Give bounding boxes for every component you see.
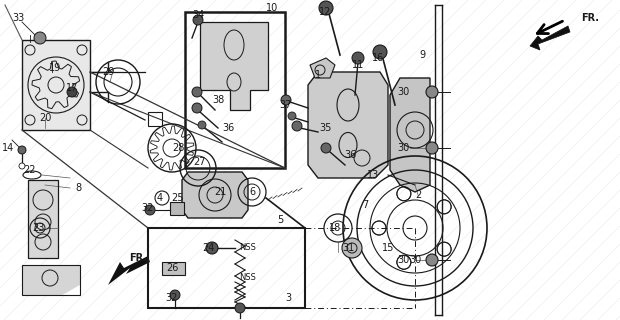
- Bar: [28, 180, 58, 258]
- Text: 1: 1: [315, 70, 321, 80]
- Circle shape: [235, 303, 245, 313]
- Text: 37: 37: [279, 100, 291, 110]
- Text: 24: 24: [202, 243, 214, 253]
- Text: 17: 17: [66, 83, 78, 93]
- Circle shape: [192, 87, 202, 97]
- Polygon shape: [182, 172, 248, 218]
- Polygon shape: [108, 256, 150, 285]
- Text: 38: 38: [212, 95, 224, 105]
- Bar: [148, 228, 305, 308]
- Text: 28: 28: [172, 143, 184, 153]
- Text: 19: 19: [49, 63, 61, 73]
- Polygon shape: [162, 262, 185, 275]
- Text: 8: 8: [75, 183, 81, 193]
- Circle shape: [342, 238, 362, 258]
- Polygon shape: [310, 58, 335, 78]
- Text: 2: 2: [415, 190, 421, 200]
- Polygon shape: [390, 78, 430, 192]
- Circle shape: [319, 1, 333, 15]
- Circle shape: [170, 290, 180, 300]
- Circle shape: [288, 112, 296, 120]
- Text: 30: 30: [397, 87, 409, 97]
- Circle shape: [198, 121, 206, 129]
- Circle shape: [426, 86, 438, 98]
- Text: 26: 26: [166, 263, 178, 273]
- Text: 18: 18: [329, 223, 341, 233]
- Text: 32: 32: [166, 293, 178, 303]
- Polygon shape: [28, 180, 58, 258]
- Circle shape: [18, 146, 26, 154]
- Circle shape: [206, 242, 218, 254]
- Text: 16: 16: [372, 53, 384, 63]
- Polygon shape: [200, 22, 268, 110]
- Text: 30: 30: [397, 255, 409, 265]
- Text: 25: 25: [172, 193, 184, 203]
- Text: 31: 31: [342, 243, 354, 253]
- Text: 33: 33: [12, 13, 24, 23]
- Bar: [185, 12, 285, 168]
- Circle shape: [292, 121, 302, 131]
- Polygon shape: [22, 40, 90, 130]
- Circle shape: [193, 15, 203, 25]
- Bar: [170, 202, 184, 215]
- Text: FR.: FR.: [129, 253, 147, 263]
- Circle shape: [426, 254, 438, 266]
- Bar: [162, 262, 185, 275]
- Text: 5: 5: [277, 215, 283, 225]
- Circle shape: [281, 95, 291, 105]
- Circle shape: [145, 205, 155, 215]
- Polygon shape: [170, 202, 184, 215]
- Text: 10: 10: [266, 3, 278, 13]
- Circle shape: [34, 32, 46, 44]
- Text: 23: 23: [32, 223, 44, 233]
- Text: 32: 32: [142, 203, 154, 213]
- Circle shape: [373, 45, 387, 59]
- Text: 27: 27: [193, 157, 206, 167]
- Text: 6: 6: [249, 187, 255, 197]
- Text: 12: 12: [319, 7, 331, 17]
- Polygon shape: [22, 265, 80, 295]
- Bar: [22, 40, 90, 130]
- Text: 11: 11: [352, 60, 364, 70]
- Text: 36: 36: [344, 150, 356, 160]
- Circle shape: [426, 142, 438, 154]
- Text: 9: 9: [419, 50, 425, 60]
- Text: 36: 36: [222, 123, 234, 133]
- Text: 3: 3: [285, 293, 291, 303]
- Text: 35: 35: [319, 123, 331, 133]
- Polygon shape: [308, 72, 388, 178]
- Circle shape: [352, 52, 364, 64]
- Text: 34: 34: [192, 10, 204, 20]
- Text: 7: 7: [362, 200, 368, 210]
- Text: 30: 30: [409, 255, 421, 265]
- Bar: [22, 265, 80, 295]
- Text: 13: 13: [367, 170, 379, 180]
- Text: FR.: FR.: [581, 13, 599, 23]
- Polygon shape: [530, 26, 570, 50]
- Circle shape: [192, 103, 202, 113]
- Bar: [148, 112, 162, 126]
- Text: NSS: NSS: [239, 274, 257, 283]
- Text: 29: 29: [102, 67, 114, 77]
- Text: NSS: NSS: [239, 244, 257, 252]
- Text: 30: 30: [397, 143, 409, 153]
- Text: 21: 21: [214, 187, 226, 197]
- Text: 22: 22: [24, 165, 36, 175]
- Text: 15: 15: [382, 243, 394, 253]
- Text: 4: 4: [157, 193, 163, 203]
- Circle shape: [321, 143, 331, 153]
- Text: 20: 20: [39, 113, 51, 123]
- Text: 14: 14: [2, 143, 14, 153]
- Circle shape: [67, 87, 77, 97]
